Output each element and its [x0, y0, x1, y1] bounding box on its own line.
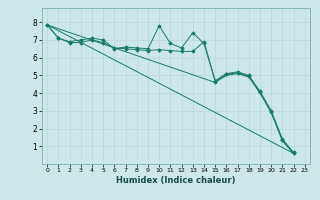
X-axis label: Humidex (Indice chaleur): Humidex (Indice chaleur) [116, 176, 236, 185]
